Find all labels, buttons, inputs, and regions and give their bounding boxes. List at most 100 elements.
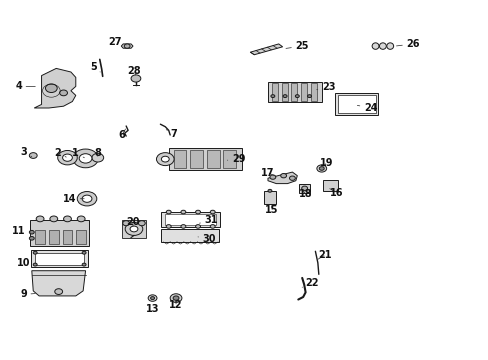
Bar <box>161 229 219 242</box>
Text: 3: 3 <box>20 147 32 157</box>
Text: 26: 26 <box>396 39 419 49</box>
Text: 17: 17 <box>261 168 274 178</box>
Bar <box>264 191 276 204</box>
Circle shape <box>63 216 71 222</box>
Bar <box>122 220 145 238</box>
Circle shape <box>181 210 185 214</box>
Polygon shape <box>267 172 297 184</box>
Circle shape <box>33 263 37 266</box>
Polygon shape <box>121 44 133 48</box>
Text: 6: 6 <box>119 129 125 140</box>
Bar <box>31 250 87 267</box>
Bar <box>30 220 89 246</box>
Bar <box>165 214 216 225</box>
Circle shape <box>156 153 174 166</box>
Bar <box>206 150 219 168</box>
Circle shape <box>77 216 85 222</box>
Bar <box>271 83 277 101</box>
Bar <box>338 95 375 113</box>
Circle shape <box>166 225 171 228</box>
Text: 5: 5 <box>90 62 100 72</box>
Bar <box>49 230 59 244</box>
Text: 21: 21 <box>317 250 331 260</box>
Bar <box>76 230 86 244</box>
Circle shape <box>55 289 62 294</box>
Circle shape <box>29 237 34 240</box>
Ellipse shape <box>386 43 393 49</box>
Text: 14: 14 <box>62 194 84 204</box>
Circle shape <box>82 263 86 266</box>
Text: 25: 25 <box>285 41 308 51</box>
Bar <box>223 150 236 168</box>
Circle shape <box>33 251 37 254</box>
Circle shape <box>125 222 142 235</box>
Polygon shape <box>250 44 282 55</box>
Text: 12: 12 <box>169 300 183 310</box>
Circle shape <box>50 216 58 222</box>
Bar <box>301 83 306 101</box>
Bar <box>335 93 378 115</box>
Text: 29: 29 <box>227 154 245 164</box>
Bar <box>35 230 45 244</box>
Circle shape <box>131 75 141 82</box>
Circle shape <box>170 294 182 302</box>
Text: 28: 28 <box>127 66 141 76</box>
Circle shape <box>210 210 215 214</box>
Text: 7: 7 <box>166 129 177 139</box>
Circle shape <box>195 225 200 228</box>
Bar <box>267 82 321 102</box>
Text: 11: 11 <box>12 226 30 236</box>
Text: 20: 20 <box>126 217 140 228</box>
Circle shape <box>124 44 130 48</box>
Text: 4: 4 <box>15 81 35 91</box>
Circle shape <box>295 95 299 98</box>
Circle shape <box>29 153 37 158</box>
Circle shape <box>122 221 129 226</box>
Bar <box>190 150 203 168</box>
Text: 15: 15 <box>264 204 278 215</box>
Circle shape <box>82 251 86 254</box>
Circle shape <box>161 156 169 162</box>
Text: 16: 16 <box>329 188 343 198</box>
Circle shape <box>289 176 295 180</box>
Bar <box>168 148 242 170</box>
Bar <box>62 230 72 244</box>
Bar <box>161 212 220 227</box>
Circle shape <box>267 189 271 192</box>
Bar <box>35 253 83 265</box>
Circle shape <box>301 186 307 190</box>
Circle shape <box>195 210 200 214</box>
Circle shape <box>79 154 92 163</box>
Text: 10: 10 <box>17 258 35 268</box>
Text: 19: 19 <box>319 158 333 168</box>
Circle shape <box>270 95 274 98</box>
Circle shape <box>181 225 185 228</box>
Text: 9: 9 <box>20 289 35 300</box>
Text: 24: 24 <box>357 103 377 113</box>
Circle shape <box>173 296 179 300</box>
Text: 23: 23 <box>316 82 335 92</box>
Circle shape <box>319 167 324 170</box>
Circle shape <box>73 149 98 168</box>
Text: 2: 2 <box>54 148 66 158</box>
Text: 30: 30 <box>198 234 216 244</box>
Bar <box>281 83 287 101</box>
Circle shape <box>45 84 57 93</box>
Text: 13: 13 <box>145 300 159 314</box>
Circle shape <box>77 192 97 206</box>
Circle shape <box>166 210 171 214</box>
Circle shape <box>58 150 77 165</box>
Bar <box>173 150 186 168</box>
Circle shape <box>283 95 286 98</box>
Circle shape <box>280 174 286 178</box>
Circle shape <box>269 175 275 179</box>
Circle shape <box>316 165 326 172</box>
Text: 27: 27 <box>108 37 126 48</box>
Circle shape <box>62 154 72 161</box>
Bar <box>310 83 316 101</box>
Circle shape <box>148 295 157 301</box>
Ellipse shape <box>379 43 386 49</box>
Bar <box>291 83 297 101</box>
Circle shape <box>138 221 145 226</box>
Bar <box>322 180 338 191</box>
